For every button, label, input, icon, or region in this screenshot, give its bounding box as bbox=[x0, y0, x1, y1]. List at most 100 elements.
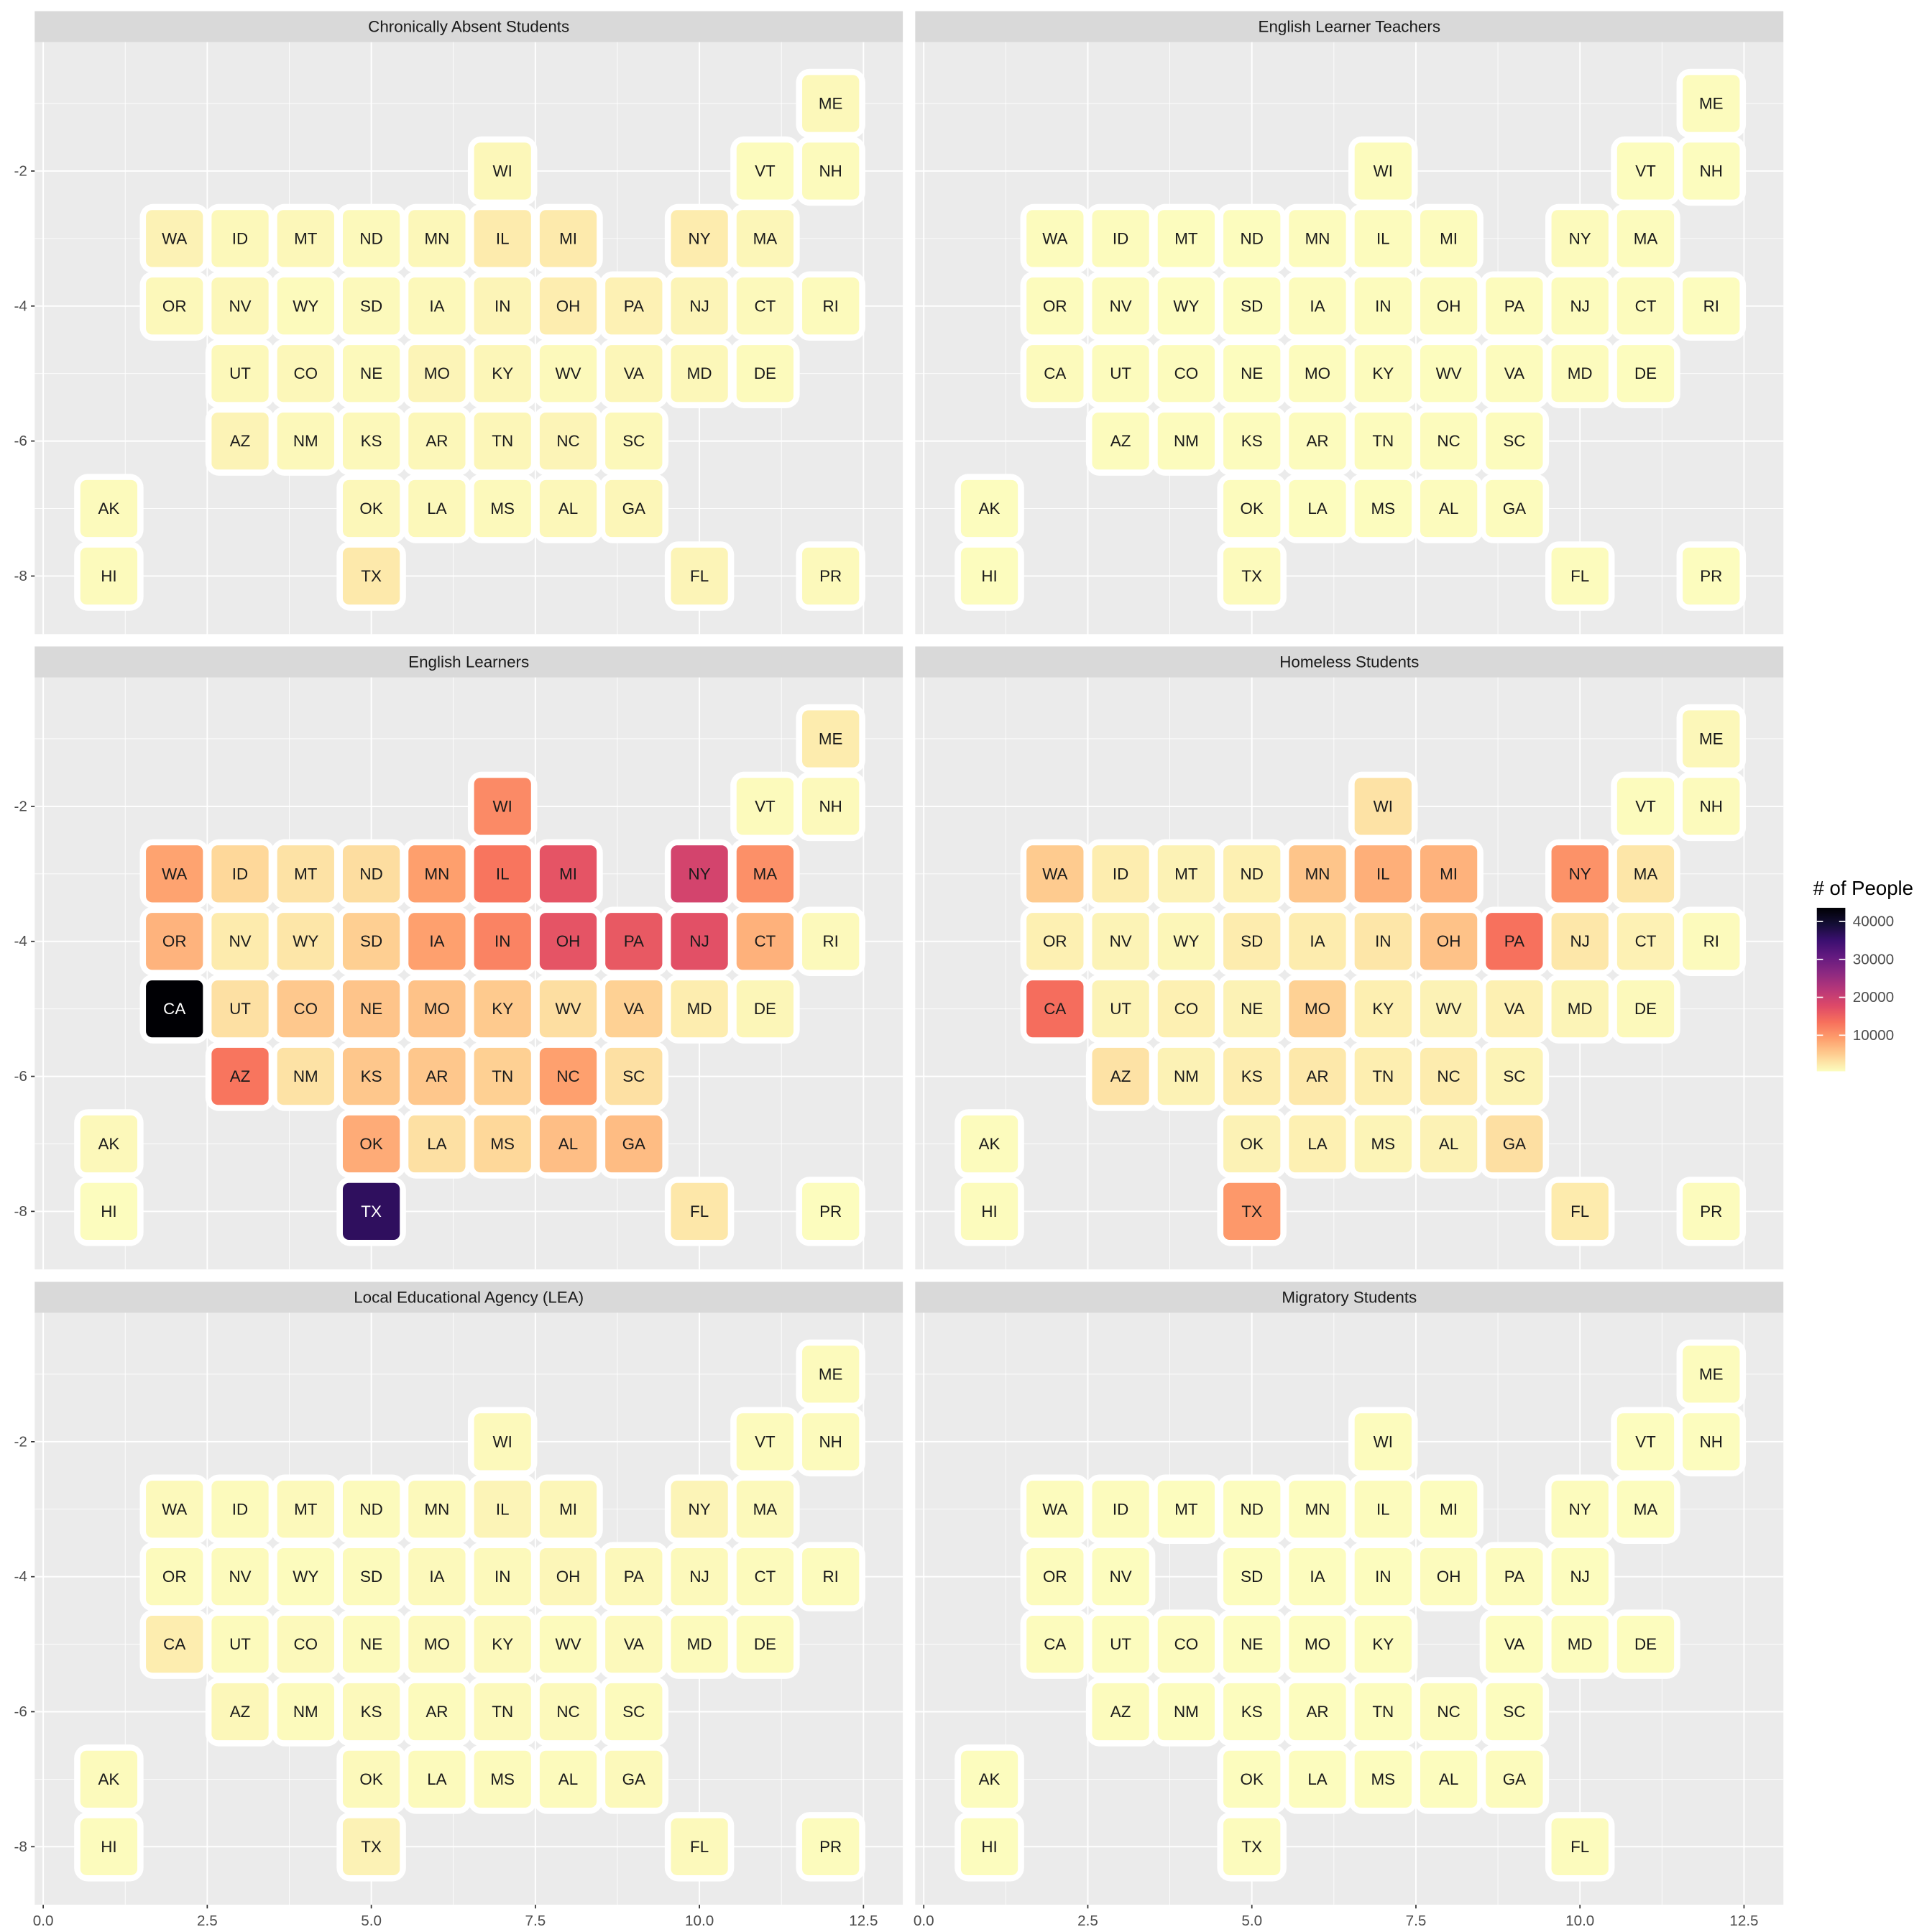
state-label: MO bbox=[1305, 1635, 1330, 1653]
tile bbox=[671, 547, 728, 605]
tile bbox=[1223, 210, 1281, 267]
tile bbox=[1354, 210, 1412, 267]
x-tick-label: 2.5 bbox=[197, 1913, 218, 1929]
tile bbox=[474, 913, 531, 970]
tile bbox=[802, 277, 860, 335]
tile bbox=[474, 1115, 531, 1173]
state-label: TX bbox=[361, 1202, 382, 1220]
state-label: ME bbox=[1699, 95, 1724, 113]
tile bbox=[1616, 778, 1675, 835]
state-label: WI bbox=[1374, 1432, 1393, 1450]
legend-title: # of People bbox=[1813, 877, 1913, 899]
state-label: WV bbox=[555, 1635, 581, 1653]
x-tick-label: 0.0 bbox=[33, 1913, 54, 1929]
y-tick-label: -8 bbox=[14, 1203, 27, 1220]
tile bbox=[408, 1115, 466, 1173]
state-label: OH bbox=[556, 1568, 581, 1586]
state-label: VT bbox=[1635, 162, 1656, 180]
state-label: ME bbox=[819, 1365, 843, 1383]
state-label: NJ bbox=[1570, 1568, 1590, 1586]
tile bbox=[277, 1683, 334, 1741]
state-label: OK bbox=[1241, 1135, 1264, 1153]
state-label: OR bbox=[162, 297, 187, 315]
state-label: PR bbox=[819, 567, 842, 585]
strip bbox=[34, 646, 903, 678]
state-label: NE bbox=[1241, 1635, 1263, 1653]
tile bbox=[342, 479, 400, 538]
state-label: TX bbox=[361, 1838, 382, 1856]
tile bbox=[1289, 845, 1346, 903]
state-label: VA bbox=[1504, 364, 1524, 382]
x-tick-label: 7.5 bbox=[1406, 1913, 1427, 1929]
state-label: PA bbox=[1504, 1568, 1524, 1586]
state-label: MA bbox=[753, 1500, 778, 1518]
tile bbox=[1354, 980, 1412, 1038]
tile bbox=[211, 277, 269, 335]
tile bbox=[1289, 210, 1346, 267]
state-label: NE bbox=[1241, 1000, 1263, 1018]
tile bbox=[1486, 1683, 1543, 1741]
state-label: NJ bbox=[1570, 932, 1590, 950]
tile bbox=[736, 980, 794, 1038]
state-label: CT bbox=[754, 932, 776, 950]
state-label: VT bbox=[755, 162, 776, 180]
state-label: UT bbox=[1110, 1000, 1131, 1018]
tile bbox=[960, 547, 1018, 605]
tile bbox=[539, 345, 597, 402]
tile bbox=[277, 1615, 334, 1673]
tile bbox=[408, 412, 466, 470]
tile bbox=[1683, 75, 1740, 132]
strip-title: English Learners bbox=[408, 653, 529, 671]
state-label: ME bbox=[1699, 1365, 1724, 1383]
state-label: PA bbox=[624, 1568, 644, 1586]
state-label: WI bbox=[1374, 797, 1393, 815]
state-label: MN bbox=[1305, 229, 1330, 247]
tile bbox=[408, 980, 466, 1038]
state-label: ND bbox=[1241, 229, 1264, 247]
x-tick-label: 12.5 bbox=[1729, 1913, 1758, 1929]
tile bbox=[671, 1818, 728, 1875]
state-label: AZ bbox=[230, 432, 251, 450]
tile bbox=[605, 412, 663, 470]
state-label: NH bbox=[1700, 162, 1723, 180]
tile bbox=[1157, 980, 1215, 1038]
tile bbox=[802, 1413, 860, 1471]
x-tick-label: 5.0 bbox=[361, 1913, 382, 1929]
tile bbox=[1551, 345, 1609, 402]
state-label: CO bbox=[1174, 1000, 1199, 1018]
legend-tick-label: 40000 bbox=[1853, 914, 1894, 930]
state-label: TN bbox=[492, 1703, 513, 1721]
state-label: AL bbox=[1439, 500, 1458, 518]
tile bbox=[342, 345, 400, 402]
tile bbox=[1616, 1481, 1675, 1538]
tile bbox=[605, 479, 663, 538]
tile bbox=[736, 142, 794, 200]
state-label: IL bbox=[1376, 229, 1390, 247]
tile bbox=[1551, 913, 1609, 970]
tile bbox=[277, 412, 334, 470]
tile bbox=[80, 1115, 138, 1173]
tile bbox=[211, 412, 269, 470]
state-label: TX bbox=[1241, 567, 1262, 585]
state-label: MO bbox=[424, 364, 450, 382]
tile bbox=[539, 1115, 597, 1173]
tile bbox=[736, 778, 794, 835]
state-label: SC bbox=[1503, 1067, 1525, 1085]
state-label: TX bbox=[1241, 1202, 1262, 1220]
state-label: AK bbox=[979, 1770, 1000, 1788]
tile bbox=[736, 277, 794, 335]
legend-tick-label: 30000 bbox=[1853, 951, 1894, 967]
state-label: IL bbox=[496, 1500, 510, 1518]
tile bbox=[277, 1047, 334, 1105]
state-label: AL bbox=[558, 500, 578, 518]
tile bbox=[211, 210, 269, 267]
state-label: UT bbox=[229, 1635, 251, 1653]
state-label: NV bbox=[229, 932, 251, 950]
tile bbox=[1683, 142, 1740, 200]
tile bbox=[736, 913, 794, 970]
tile bbox=[1223, 1548, 1281, 1606]
tile bbox=[1551, 547, 1609, 605]
tile bbox=[1420, 1115, 1478, 1173]
y-tick-label: -8 bbox=[14, 1839, 27, 1855]
